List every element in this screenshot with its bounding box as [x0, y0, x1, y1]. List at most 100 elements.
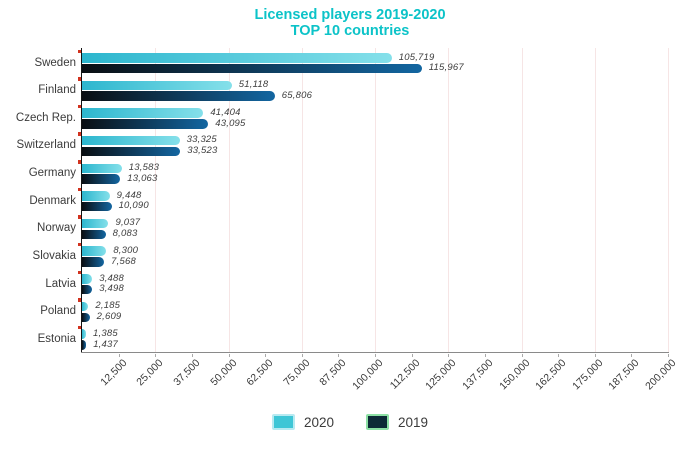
bar-2020-estonia[interactable]	[82, 329, 87, 339]
value-label-2019-denmark: 10,090	[118, 200, 149, 212]
category-tick-denmark	[78, 187, 81, 192]
value-label-2020-czech-rep: 41,404	[210, 106, 241, 118]
category-label-switzerland: Switzerland	[16, 139, 76, 152]
gridline-175000	[594, 48, 596, 352]
bar-2019-sweden[interactable]	[82, 63, 422, 74]
value-label-2019-poland: 2,609	[96, 311, 122, 323]
category-tick-estonia	[78, 325, 81, 330]
gridline-200000	[668, 48, 669, 352]
category-tick-czech-rep	[78, 104, 81, 109]
bar-2020-latvia[interactable]	[82, 274, 93, 284]
gridline-75000	[301, 48, 303, 352]
value-label-2019-switzerland: 33,523	[187, 145, 218, 157]
x-axis-tick-175000	[594, 353, 596, 357]
y-axis-line	[80, 48, 83, 353]
value-label-2020-slovakia: 8,300	[113, 244, 139, 256]
bar-2019-switzerland[interactable]	[82, 146, 181, 157]
category-tick-norway	[78, 215, 81, 219]
category-tick-latvia	[78, 270, 81, 275]
legend-label-2019: 2019	[398, 414, 429, 430]
x-axis-tick-100000	[375, 353, 376, 357]
bar-2019-estonia[interactable]	[82, 340, 87, 350]
bar-2019-poland[interactable]	[82, 312, 90, 323]
bar-2020-poland[interactable]	[82, 301, 89, 312]
bar-2019-germany[interactable]	[82, 174, 121, 184]
bar-2019-latvia[interactable]	[82, 284, 93, 295]
category-label-estonia: Estonia	[37, 332, 76, 345]
bar-2020-czech-rep[interactable]	[82, 108, 204, 118]
bar-2020-slovakia[interactable]	[82, 246, 107, 256]
value-label-2019-latvia: 3,498	[99, 283, 125, 295]
value-label-2019-finland: 65,806	[281, 89, 313, 101]
x-axis-tick-75000	[301, 353, 303, 357]
category-label-slovakia: Slovakia	[32, 249, 76, 262]
category-label-czech-rep: Czech Rep.	[15, 111, 76, 124]
x-axis-tick-87500	[338, 353, 340, 357]
value-label-2020-sweden: 105,719	[398, 51, 435, 63]
value-label-2020-germany: 13,583	[128, 162, 160, 174]
chart-title-line1: Licensed players 2019-2020	[254, 7, 446, 23]
category-label-finland: Finland	[38, 84, 76, 97]
legend-label-2020: 2020	[303, 414, 334, 430]
x-axis-tick-37500	[191, 353, 193, 357]
category-tick-slovakia	[78, 242, 81, 247]
x-axis-tick-200000	[668, 353, 669, 357]
value-label-2019-estonia: 1,437	[93, 338, 118, 350]
chart-title-line2: TOP 10 countries	[290, 23, 410, 39]
value-label-2020-poland: 2,185	[95, 300, 121, 312]
x-axis-tick-25000	[155, 353, 157, 357]
bar-2019-norway[interactable]	[82, 229, 106, 240]
category-label-latvia: Latvia	[45, 277, 76, 290]
x-axis-tick-50000	[228, 353, 230, 357]
value-label-2020-estonia: 1,385	[93, 327, 118, 339]
legend: 2020 2019	[0, 414, 700, 430]
gridline-100000	[375, 48, 376, 352]
value-label-2020-norway: 9,037	[115, 217, 141, 229]
category-tick-poland	[78, 298, 81, 302]
bar-2020-norway[interactable]	[82, 218, 109, 229]
category-label-germany: Germany	[28, 167, 76, 180]
x-axis-line	[80, 352, 669, 354]
x-axis-tick-12500	[118, 353, 120, 357]
legend-item-2020[interactable]: 2020	[271, 414, 334, 430]
legend-swatch-2019	[366, 414, 389, 430]
category-label-denmark: Denmark	[29, 194, 76, 207]
bar-2019-denmark[interactable]	[82, 201, 112, 212]
gridline-50000	[228, 48, 230, 352]
value-label-2019-norway: 8,083	[112, 228, 138, 240]
value-label-2019-czech-rep: 43,095	[215, 117, 246, 129]
bar-2020-switzerland[interactable]	[82, 135, 180, 146]
x-axis-tick-62500	[265, 353, 267, 357]
chart-title: Licensed players 2019-2020 TOP 10 countr…	[0, 7, 700, 39]
value-label-2019-slovakia: 7,568	[111, 255, 136, 267]
bar-2020-germany[interactable]	[82, 163, 122, 174]
category-tick-germany	[78, 160, 81, 164]
x-axis-tick-162500	[558, 353, 560, 357]
category-label-poland: Poland	[40, 305, 76, 318]
x-axis-tick-187500	[631, 353, 633, 357]
bar-2020-finland[interactable]	[82, 80, 232, 91]
value-label-2019-germany: 13,063	[127, 172, 158, 184]
value-label-2020-denmark: 9,448	[116, 189, 142, 201]
value-label-2019-sweden: 115,967	[428, 62, 464, 74]
x-axis-tick-125000	[448, 353, 450, 357]
x-axis-tick-137500	[484, 353, 486, 357]
category-label-sweden: Sweden	[34, 56, 76, 69]
bar-2019-czech-rep[interactable]	[82, 119, 209, 129]
value-label-2020-finland: 51,118	[238, 79, 269, 91]
category-tick-sweden	[78, 49, 81, 53]
gridline-25000	[155, 48, 157, 352]
value-label-2020-latvia: 3,488	[99, 272, 124, 284]
gridline-150000	[521, 48, 523, 352]
bar-2020-denmark[interactable]	[82, 191, 110, 201]
legend-item-2019[interactable]: 2019	[366, 414, 428, 430]
bar-2019-finland[interactable]	[82, 91, 275, 101]
category-tick-finland	[78, 77, 81, 81]
gridline-125000	[448, 48, 450, 352]
x-axis-tick-112500	[411, 353, 413, 357]
category-label-norway: Norway	[37, 222, 76, 235]
bar-2020-sweden[interactable]	[82, 53, 392, 63]
value-label-2020-switzerland: 33,325	[186, 134, 217, 146]
bar-2019-slovakia[interactable]	[82, 257, 105, 267]
